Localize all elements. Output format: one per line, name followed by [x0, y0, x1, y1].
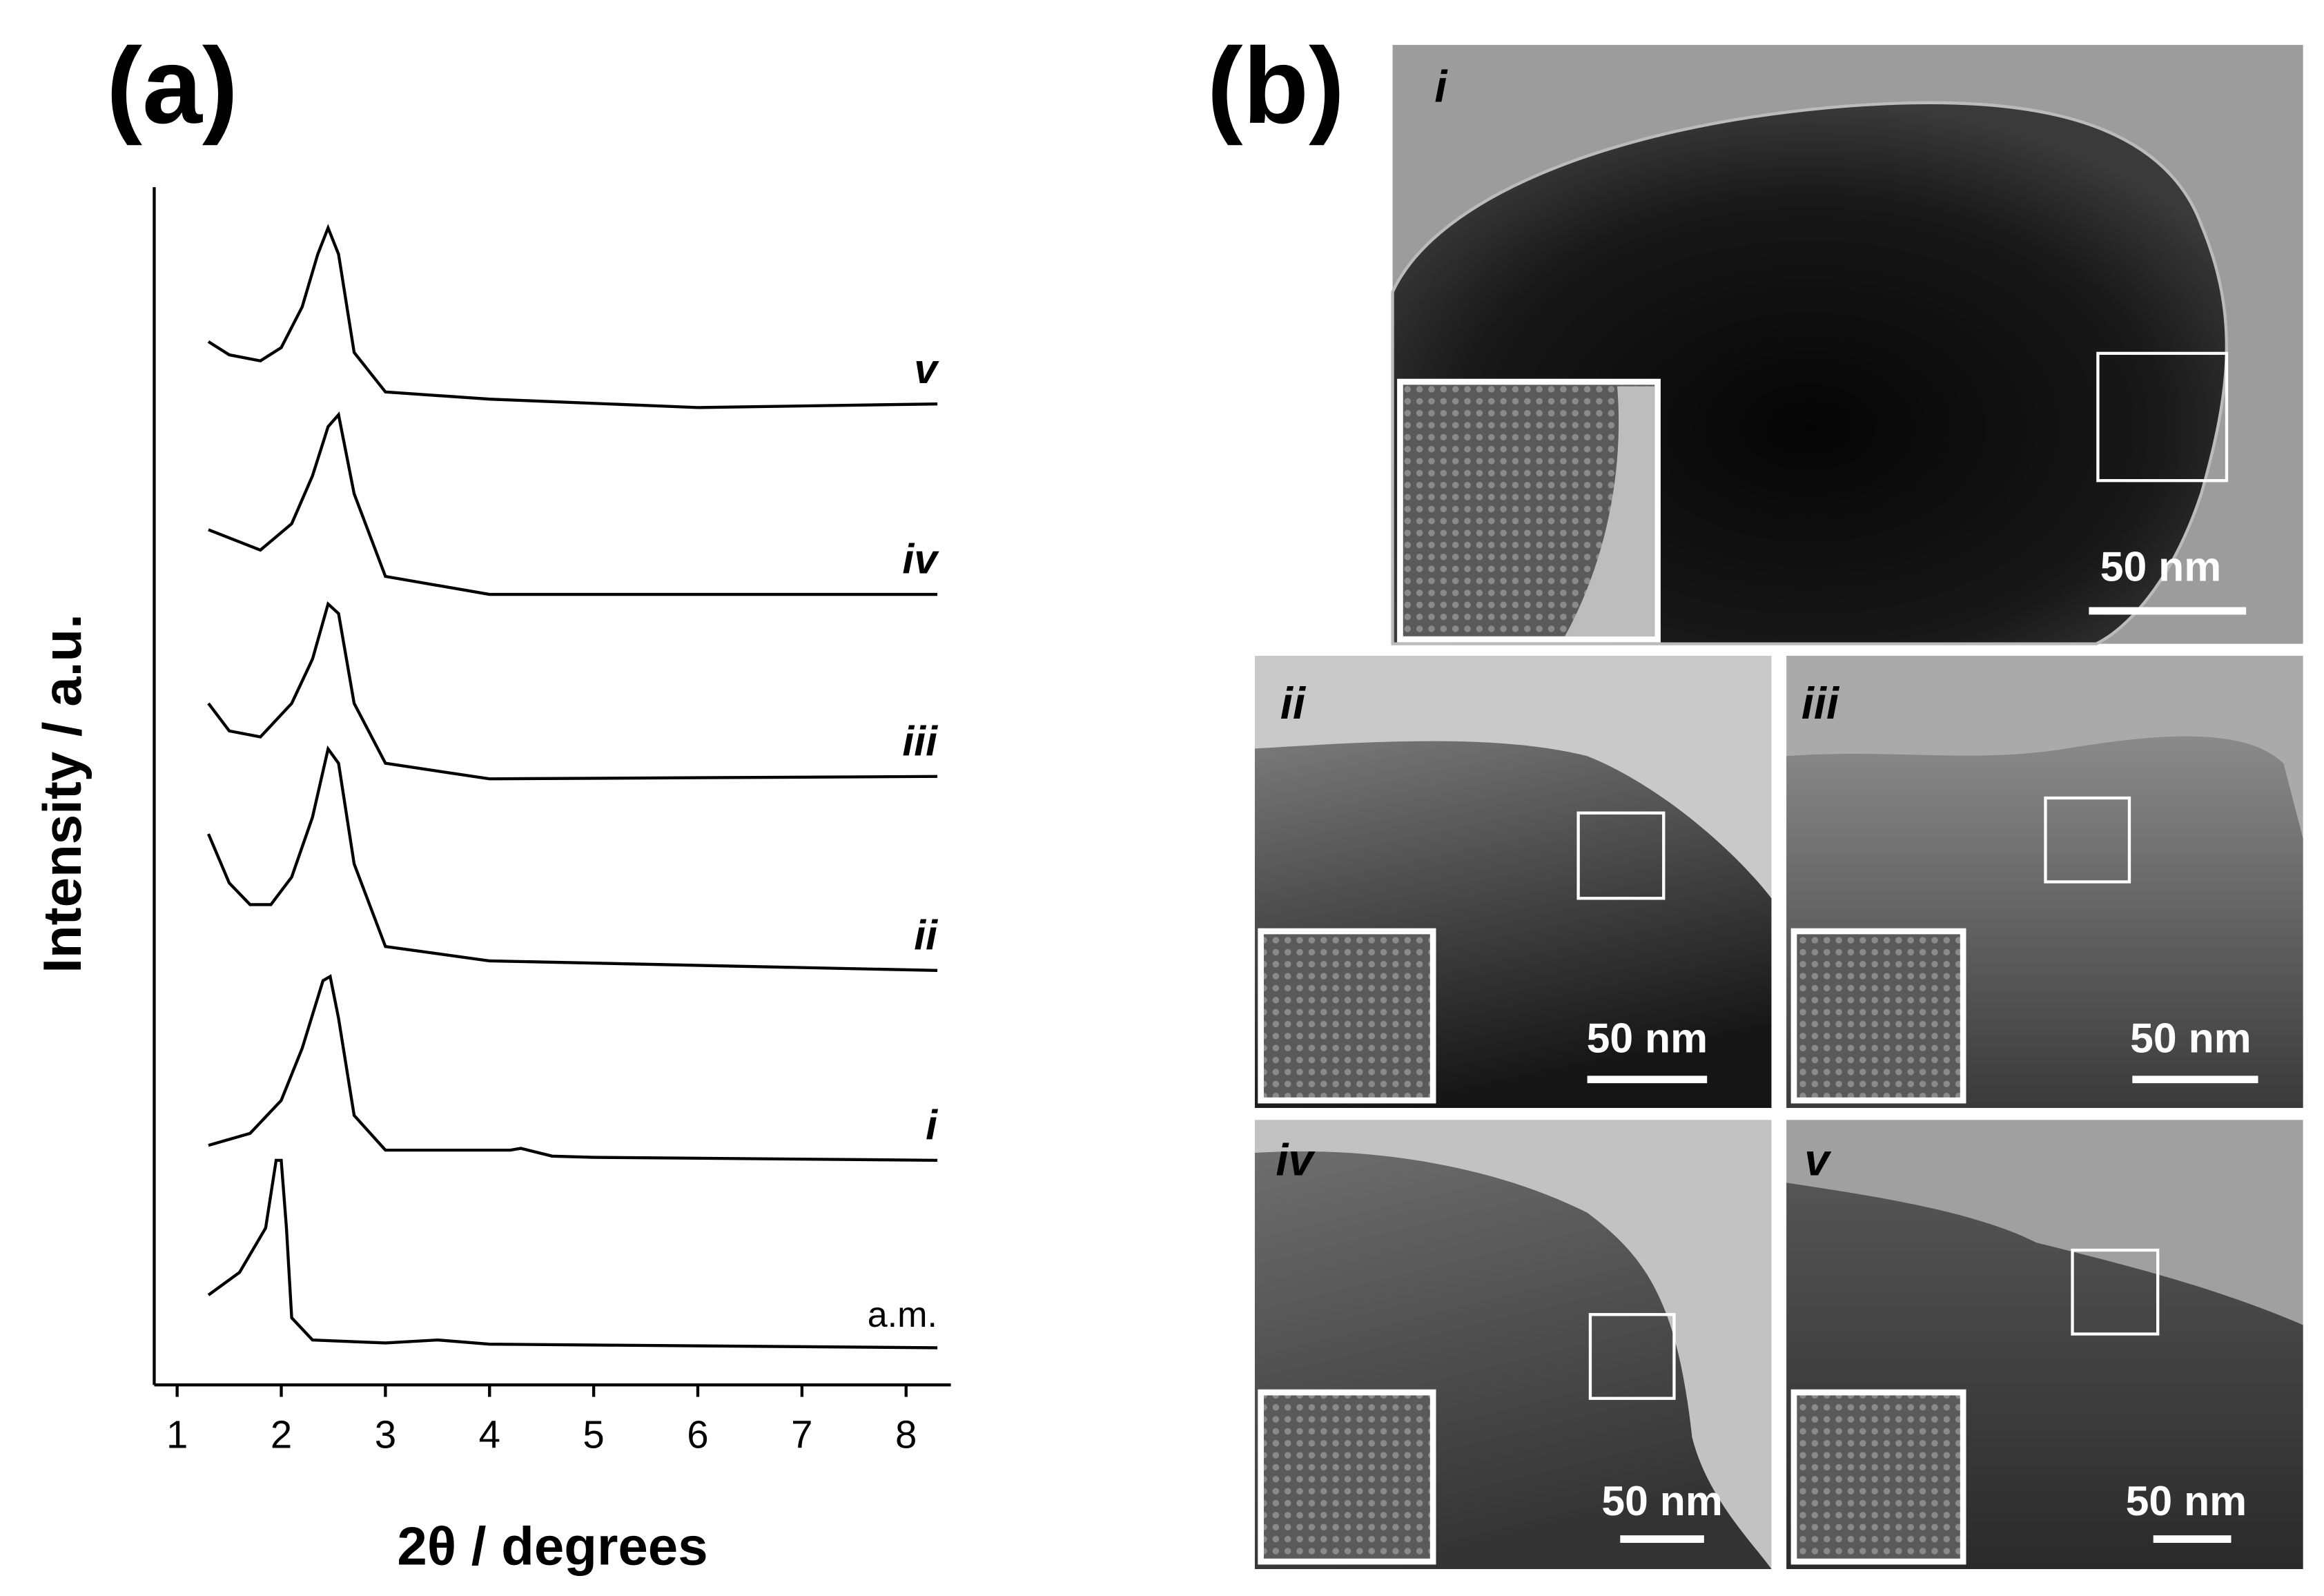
- x-tick-label: 3: [375, 1412, 396, 1456]
- zoom-box: [2044, 796, 2131, 884]
- zoom-box: [2071, 1248, 2160, 1336]
- image-label: i: [1434, 61, 1448, 111]
- series-label: a.m.: [868, 1295, 937, 1335]
- zoom-box: [1588, 1313, 1676, 1400]
- panel-label: (b): [1207, 26, 1345, 146]
- series-label: iv: [902, 536, 939, 583]
- zoom-box: [2096, 351, 2229, 483]
- xrd-trace: [208, 974, 938, 1162]
- x-tick-label: 8: [895, 1412, 917, 1456]
- inset: [1790, 928, 1966, 1104]
- inset: [1258, 928, 1436, 1104]
- xrd-trace: [208, 411, 938, 596]
- scale-bar-label: 50 nm: [2130, 1015, 2252, 1062]
- image-label: ii: [1280, 678, 1307, 728]
- series-label: iii: [902, 717, 938, 764]
- inset-edge: [1565, 386, 1655, 636]
- tem-image: iii 50 nm: [1786, 655, 2303, 1108]
- xrd-trace: [207, 1158, 938, 1350]
- tem-image: i 50 nm: [1391, 45, 2303, 645]
- x-axis-title: 2θ / degrees: [397, 1515, 707, 1576]
- scale-bar-label: 50 nm: [2126, 1477, 2247, 1524]
- inset: [1258, 1389, 1436, 1565]
- image-label: v: [1804, 1135, 1832, 1185]
- image-label: iv: [1276, 1135, 1316, 1185]
- zoom-box: [1576, 811, 1666, 900]
- scale-bar-label: 50 nm: [1587, 1015, 1708, 1062]
- tem-image: ii 50 nm: [1255, 655, 1772, 1108]
- x-tick-label: 5: [583, 1412, 604, 1456]
- inset: [1790, 1389, 1966, 1565]
- y-axis-title: Intensity / a.u.: [32, 614, 92, 973]
- image-label: iii: [1801, 678, 1840, 728]
- x-tick-label: 2: [271, 1412, 292, 1456]
- x-tick-label: 4: [479, 1412, 500, 1456]
- x-tick-label: 6: [687, 1412, 708, 1456]
- panel-label: (a): [106, 26, 238, 146]
- series-label: ii: [914, 911, 938, 958]
- series-label: i: [926, 1102, 938, 1149]
- tem-image: iv 50 nm: [1255, 1120, 1772, 1569]
- scale-bar-label: 50 nm: [1601, 1477, 1723, 1524]
- x-tick-label: 1: [166, 1412, 188, 1456]
- series-label: v: [914, 345, 939, 392]
- xrd-trace: [207, 224, 938, 409]
- tem-image: v 50 nm: [1786, 1120, 2303, 1569]
- xrd-trace: [207, 601, 938, 781]
- xrd-trace: [206, 745, 938, 973]
- scale-bar-label: 50 nm: [2100, 543, 2222, 590]
- x-tick-label: 7: [791, 1412, 812, 1456]
